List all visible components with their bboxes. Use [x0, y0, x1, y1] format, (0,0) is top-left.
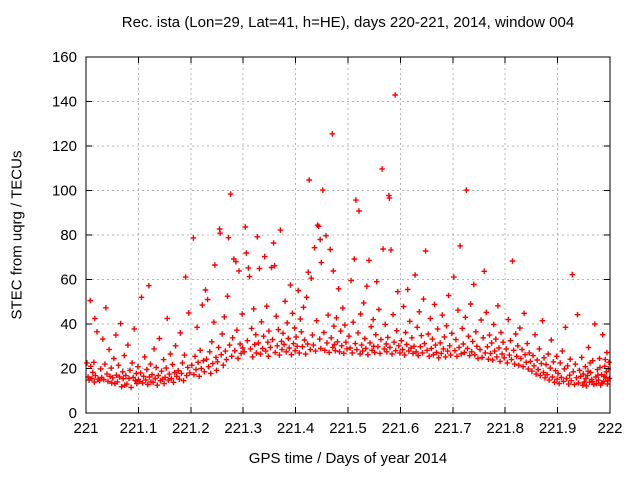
svg-text:221.3: 221.3 — [224, 420, 262, 437]
svg-text:221: 221 — [73, 420, 98, 437]
svg-text:120: 120 — [52, 138, 77, 155]
svg-text:20: 20 — [60, 361, 77, 378]
svg-text:221.7: 221.7 — [434, 420, 472, 437]
svg-text:221.8: 221.8 — [486, 420, 524, 437]
svg-text:40: 40 — [60, 316, 77, 333]
svg-text:221.2: 221.2 — [172, 420, 210, 437]
svg-text:222: 222 — [597, 420, 622, 437]
svg-text:100: 100 — [52, 183, 77, 200]
data-points — [84, 92, 613, 391]
svg-text:160: 160 — [52, 49, 77, 66]
svg-text:80: 80 — [60, 227, 77, 244]
svg-text:140: 140 — [52, 94, 77, 111]
svg-text:221.4: 221.4 — [277, 420, 315, 437]
plot-frame — [85, 56, 611, 414]
x-tick-labels: 221 221.1 221.2 221.3 221.4 221.5 221.6 221.7 22… — [73, 420, 622, 437]
svg-text:0: 0 — [69, 405, 77, 422]
svg-text:221.5: 221.5 — [329, 420, 367, 437]
chart-title: Rec. ista (Lon=29, Lat=41, h=HE), days 2… — [121, 14, 575, 31]
svg-text:221.6: 221.6 — [382, 420, 420, 437]
svg-text:221.1: 221.1 — [120, 420, 158, 437]
x-axis-label: GPS time / Days of year 2014 — [248, 450, 448, 467]
svg-text:60: 60 — [60, 272, 77, 289]
y-tick-labels: 0 20 40 60 80 100 120 140 160 — [52, 49, 77, 422]
svg-text:221.9: 221.9 — [539, 420, 577, 437]
